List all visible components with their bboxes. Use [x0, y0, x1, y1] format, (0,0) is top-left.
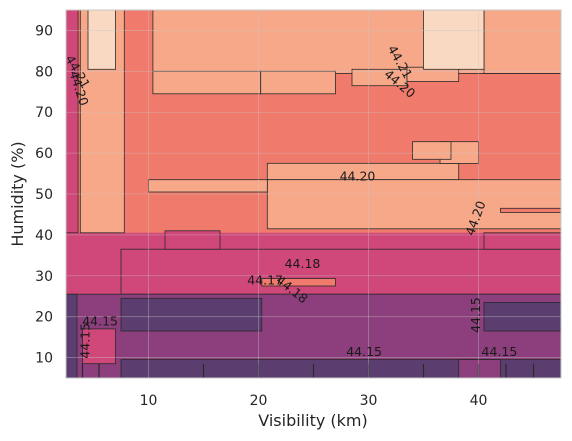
y-tick-label: 10: [35, 351, 53, 367]
y-axis-label: Humidity (%): [8, 141, 27, 246]
x-tick-label: 20: [250, 393, 268, 409]
region-middle-band: [120, 248, 561, 295]
region-level-44-21: [423, 10, 485, 70]
contour-label: 44.15: [82, 314, 118, 329]
grid-lines: [66, 10, 561, 378]
y-tick-label: 40: [35, 228, 53, 244]
y-tick-label: 70: [35, 105, 53, 121]
y-tick-label: 30: [35, 269, 53, 285]
region-lower-left-dark: [66, 293, 78, 378]
region-level-44-20: [152, 70, 262, 95]
contour-label: 44.20: [340, 169, 376, 184]
contour-label: 44.15: [77, 323, 92, 359]
x-tick-label: 30: [360, 393, 378, 409]
region-level-44-20: [412, 141, 452, 160]
x-axis-ticks: 10 20 30 40: [140, 393, 488, 409]
y-tick-label: 50: [35, 187, 53, 203]
contour-lines: [81, 363, 535, 378]
region-left-strip: [66, 10, 79, 234]
y-tick-label: 60: [35, 146, 53, 162]
region-level-44-20: [483, 10, 561, 74]
y-tick-label: 80: [35, 64, 53, 80]
region-middle-bump: [164, 230, 221, 250]
region-level-44-20: [260, 70, 336, 95]
region-lower-dark: [120, 297, 263, 332]
region-lower-pink: [82, 328, 116, 365]
y-tick-label: 20: [35, 310, 53, 326]
contour-label: 44.15: [482, 344, 518, 359]
contour-fills: [66, 10, 561, 378]
region-bottom-gap: [458, 359, 501, 378]
plot-frame: [65, 9, 562, 379]
x-axis-label: Visibility (km): [258, 411, 367, 430]
region-level-44-20: [266, 179, 561, 230]
x-tick-label: 40: [470, 393, 488, 409]
y-tick-label: 90: [35, 23, 53, 39]
region-bottom-dark: [120, 359, 561, 378]
region-level-44-21: [87, 10, 116, 70]
region-level-44-20: [148, 179, 268, 193]
region-middle-right: [483, 232, 561, 250]
x-tick-label: 10: [140, 393, 158, 409]
contour-label: 44.18: [285, 256, 321, 271]
contour-label: 44.15: [346, 344, 382, 359]
contour-label: 44.17: [247, 273, 283, 288]
region-lower-dark-right: [483, 301, 561, 332]
region-level-44-17: [261, 278, 336, 287]
y-axis-ticks: 10 20 30 40 50 60 70 80 90: [35, 23, 53, 366]
region-notch: [500, 207, 561, 213]
contour-label: 44.15: [468, 297, 483, 333]
